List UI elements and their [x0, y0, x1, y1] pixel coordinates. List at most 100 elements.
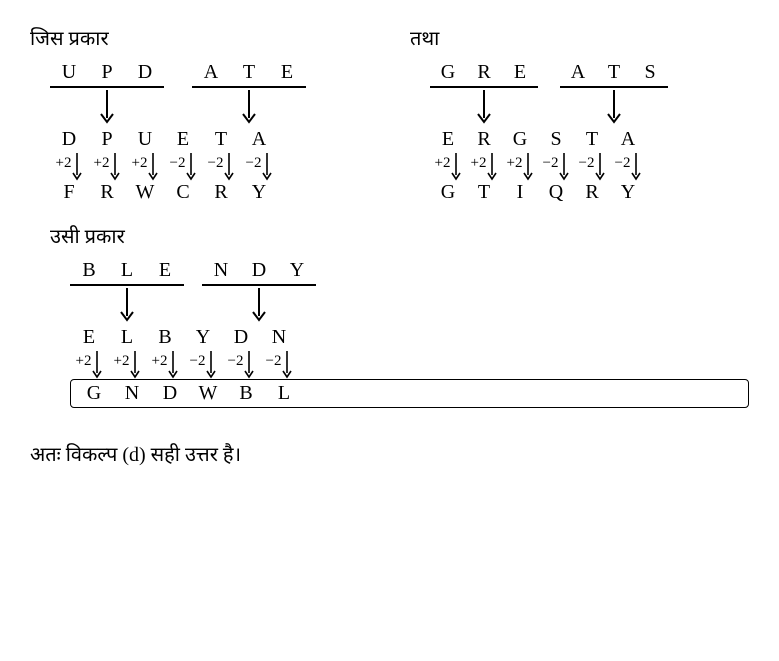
letter: Q [538, 181, 574, 204]
shift-label: −2 [543, 155, 559, 172]
shift-label: −2 [208, 155, 224, 172]
letter: Y [184, 326, 222, 349]
letter: U [126, 128, 164, 151]
letter: T [466, 181, 502, 204]
down-arrow-icon [120, 288, 134, 322]
heading-right: तथा [410, 24, 730, 51]
shift-label: −2 [615, 155, 631, 172]
letter: S [538, 128, 574, 151]
letter: P [88, 61, 126, 84]
shift-cell: +2 [50, 153, 88, 181]
shift-cell: −2 [260, 351, 298, 379]
letter: D [222, 326, 260, 349]
down-arrow-icon [477, 90, 491, 124]
letter: I [502, 181, 538, 204]
letter: L [265, 382, 303, 405]
letter: C [164, 181, 202, 204]
letter: U [50, 61, 88, 84]
letter: G [430, 61, 466, 84]
shift-cell: +2 [108, 351, 146, 379]
underline [192, 86, 306, 88]
underline [560, 86, 668, 88]
letter: P [88, 128, 126, 151]
shift-cell: +2 [502, 153, 538, 181]
shift-cell: +2 [126, 153, 164, 181]
letter: R [466, 61, 502, 84]
shift-label: +2 [471, 155, 487, 172]
letter: W [189, 382, 227, 405]
shift-cell: +2 [88, 153, 126, 181]
down-arrow-icon [100, 90, 114, 124]
underline [70, 284, 184, 286]
shift-label: +2 [94, 155, 110, 172]
letter: A [240, 128, 278, 151]
shift-cell: +2 [70, 351, 108, 379]
shift-label: +2 [132, 155, 148, 172]
shift-label: +2 [114, 353, 130, 370]
shift-label: −2 [190, 353, 206, 370]
letter: T [230, 61, 268, 84]
shift-cell: +2 [466, 153, 502, 181]
letter: B [70, 259, 108, 282]
example-2: G R E A T S [430, 61, 730, 204]
shift-label: +2 [76, 353, 92, 370]
shift-row: +2 +2 +2 −2 −2 −2 [70, 351, 749, 379]
letter: N [113, 382, 151, 405]
shift-row: +2 +2 +2 −2 −2 −2 [430, 153, 730, 181]
letter: E [70, 326, 108, 349]
shift-row: +2 +2 +2 −2 −2 −2 [50, 153, 370, 181]
answer-box: G N D W B L [70, 379, 749, 408]
underline [430, 86, 538, 88]
shift-cell: −2 [610, 153, 646, 181]
conclusion: अतः विकल्प (d) सही उत्तर है। [30, 440, 749, 467]
letter: R [88, 181, 126, 204]
shift-cell: −2 [164, 153, 202, 181]
underline [202, 284, 316, 286]
shift-cell: +2 [430, 153, 466, 181]
letter: L [108, 326, 146, 349]
letter: E [502, 61, 538, 84]
letter: E [268, 61, 306, 84]
letter: B [227, 382, 265, 405]
shift-cell: −2 [184, 351, 222, 379]
letter: N [202, 259, 240, 282]
down-arrow-icon [242, 90, 256, 124]
heading-middle: उसी प्रकार [50, 222, 749, 249]
letter: E [430, 128, 466, 151]
underline [50, 86, 164, 88]
shift-cell: −2 [240, 153, 278, 181]
letter: W [126, 181, 164, 204]
letter: B [146, 326, 184, 349]
down-arrow-icon [252, 288, 266, 322]
letter: G [502, 128, 538, 151]
letter: D [126, 61, 164, 84]
letter: A [560, 61, 596, 84]
letter: F [50, 181, 88, 204]
shift-cell: −2 [222, 351, 260, 379]
shift-cell: −2 [202, 153, 240, 181]
letter: Y [610, 181, 646, 204]
shift-cell: +2 [146, 351, 184, 379]
down-arrow-icon [607, 90, 621, 124]
shift-label: +2 [56, 155, 72, 172]
letter: L [108, 259, 146, 282]
letter: T [596, 61, 632, 84]
letter: D [240, 259, 278, 282]
shift-cell: −2 [574, 153, 610, 181]
heading-left: जिस प्रकार [30, 24, 370, 51]
letter: Y [240, 181, 278, 204]
letter: G [75, 382, 113, 405]
ex3-word-right: N D Y [202, 259, 316, 326]
shift-label: +2 [435, 155, 451, 172]
letter: A [610, 128, 646, 151]
letter: D [151, 382, 189, 405]
letter: E [164, 128, 202, 151]
letter: N [260, 326, 298, 349]
shift-label: −2 [246, 155, 262, 172]
letter: S [632, 61, 668, 84]
shift-label: +2 [152, 353, 168, 370]
letter: D [50, 128, 88, 151]
example-1: U P D A T E [50, 61, 370, 204]
letter: R [202, 181, 240, 204]
shift-label: −2 [579, 155, 595, 172]
